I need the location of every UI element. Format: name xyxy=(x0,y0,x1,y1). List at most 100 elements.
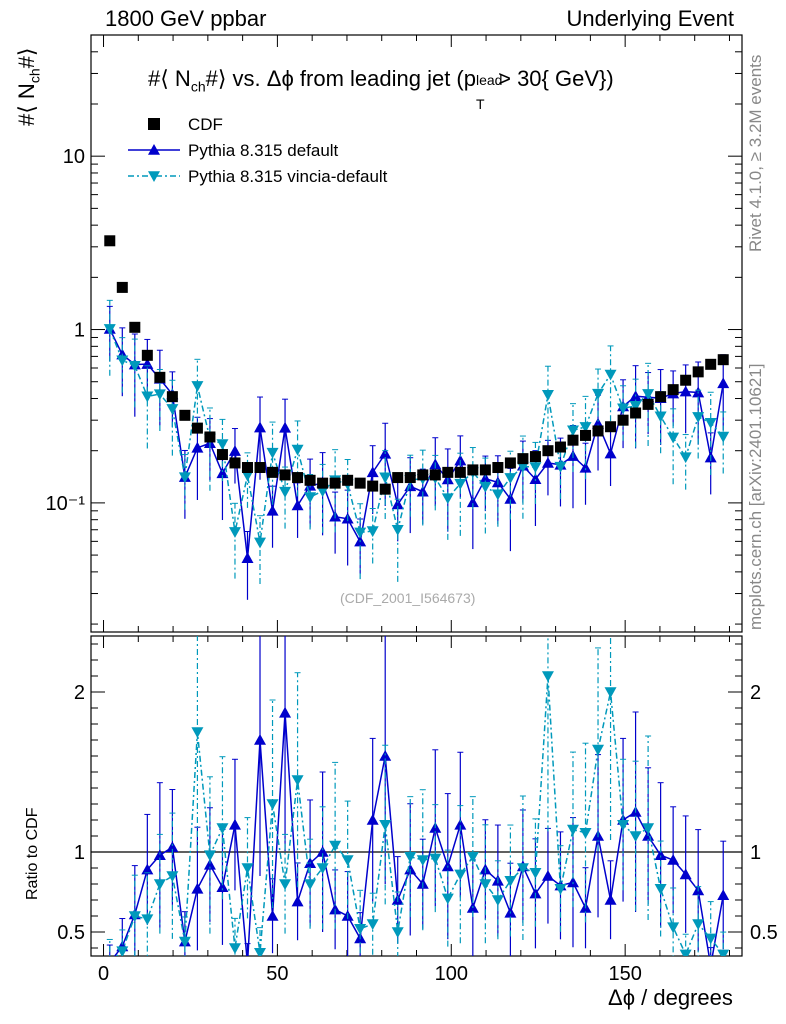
mc-line-default xyxy=(109,328,724,559)
mc-point-default xyxy=(504,492,517,504)
cdf-data-point xyxy=(179,409,191,421)
mc-ratio-point-default xyxy=(717,889,730,900)
cdf-data-point xyxy=(292,472,304,484)
cdf-data-point xyxy=(642,398,654,410)
mc-ratio-point-vincia xyxy=(316,863,329,874)
cdf-data-point xyxy=(379,483,391,495)
ratio-tick-label-right: 0.5 xyxy=(750,922,778,944)
cdf-data-point xyxy=(317,477,329,489)
cdf-data-point xyxy=(267,466,279,478)
mc-ratio-point-default xyxy=(679,868,692,880)
mc-point-default xyxy=(241,552,254,563)
mc-ratio-point-vincia xyxy=(404,852,417,863)
cdf-data-point xyxy=(692,366,704,378)
mc-ratio-point-default xyxy=(279,706,292,718)
mc-point-vincia xyxy=(541,390,554,401)
mc-ratio-point-default xyxy=(566,876,579,888)
mc-ratio-point-default xyxy=(667,854,680,865)
mc-point-vincia xyxy=(654,411,667,423)
mc-point-vincia xyxy=(316,486,329,498)
mc-point-default xyxy=(604,447,617,459)
cdf-data-point xyxy=(141,349,153,361)
legend-marker xyxy=(148,171,160,182)
cdf-data-point xyxy=(680,374,692,386)
cdf-data-point xyxy=(329,477,341,489)
cdf-data-point xyxy=(554,441,566,453)
mc-ratio-point-vincia xyxy=(617,820,630,831)
cdf-data-point xyxy=(279,469,291,481)
mc-point-vincia xyxy=(254,537,267,549)
mc-point-vincia xyxy=(604,369,617,381)
ratio-data-layer xyxy=(106,636,730,956)
mc-ratio-point-vincia xyxy=(241,863,254,874)
mc-ratio-point-vincia xyxy=(692,919,705,930)
mc-ratio-line-vincia xyxy=(115,675,724,956)
cdf-data-point xyxy=(467,464,479,476)
x-axis-label: Δϕ / degrees xyxy=(608,985,733,1010)
mc-ratio-point-vincia xyxy=(579,828,592,839)
cdf-data-point xyxy=(367,480,379,492)
mc-point-vincia xyxy=(379,472,392,484)
mc-ratio-point-default xyxy=(216,881,229,892)
x-tick-label: 50 xyxy=(266,963,288,985)
mc-point-vincia xyxy=(617,403,630,415)
legend-label: Pythia 8.315 default xyxy=(188,141,339,160)
legend-marker xyxy=(148,144,160,155)
cdf-data-point xyxy=(454,466,466,478)
mc-ratio-point-vincia xyxy=(379,820,392,831)
mc-point-default xyxy=(254,421,267,433)
mc-ratio-point-default xyxy=(141,863,154,875)
mc-ratio-line-default xyxy=(113,712,724,956)
mc-ratio-point-default xyxy=(203,858,216,870)
cdf-data-point xyxy=(630,407,642,419)
mc-ratio-point-vincia xyxy=(153,879,166,890)
mc-ratio-point-default xyxy=(379,750,392,761)
mc-point-default xyxy=(279,421,292,433)
mc-point-vincia xyxy=(141,391,154,403)
cdf-data-point xyxy=(254,462,266,474)
mc-ratio-point-vincia xyxy=(141,914,154,926)
x-tick-label: 0 xyxy=(98,963,109,985)
mc-ratio-point-vincia xyxy=(354,924,367,935)
mc-point-vincia xyxy=(128,360,141,372)
mc-ratio-point-vincia xyxy=(254,948,267,956)
legend-label: CDF xyxy=(188,115,223,134)
mc-ratio-point-vincia xyxy=(329,840,342,852)
cdf-data-point xyxy=(191,422,203,434)
cdf-data-point xyxy=(617,414,629,426)
mc-point-vincia xyxy=(366,526,379,538)
mc-point-default xyxy=(191,441,204,453)
cdf-data-point xyxy=(592,425,604,437)
mc-ratio-point-vincia xyxy=(266,799,279,810)
mc-ratio-point-vincia xyxy=(604,687,617,698)
cdf-data-point xyxy=(216,449,228,461)
mc-ratio-point-vincia xyxy=(454,869,467,881)
mc-point-vincia xyxy=(153,389,166,401)
mc-point-vincia xyxy=(642,389,655,400)
mc-point-vincia xyxy=(279,486,292,498)
cdf-data-point xyxy=(667,384,679,396)
header-right: Underlying Event xyxy=(566,6,734,31)
mc-ratio-point-vincia xyxy=(667,922,680,934)
cdf-data-point xyxy=(204,431,216,443)
mc-point-vincia xyxy=(216,439,229,451)
mc-ratio-point-vincia xyxy=(116,946,129,956)
mc-ratio-point-vincia xyxy=(592,744,605,756)
mc-point-vincia xyxy=(241,470,254,482)
mc-ratio-point-vincia xyxy=(191,727,204,738)
mc-ratio-point-vincia xyxy=(516,863,529,874)
main-data-layer xyxy=(103,235,730,600)
mc-ratio-point-vincia xyxy=(491,895,504,906)
cdf-data-point xyxy=(580,429,592,441)
mc-point-vincia xyxy=(103,324,116,335)
ratio-tick-label-right: 1 xyxy=(750,842,761,864)
mc-point-default xyxy=(228,445,241,456)
cdf-data-point xyxy=(542,445,554,457)
mc-point-default xyxy=(679,385,692,397)
mc-point-vincia xyxy=(441,493,454,505)
mc-ratio-point-vincia xyxy=(717,949,730,956)
mc-ratio-point-default xyxy=(166,841,179,852)
mc-ratio-point-default xyxy=(316,846,329,857)
mc-ratio-point-vincia xyxy=(679,949,692,956)
mc-point-vincia xyxy=(228,527,241,538)
